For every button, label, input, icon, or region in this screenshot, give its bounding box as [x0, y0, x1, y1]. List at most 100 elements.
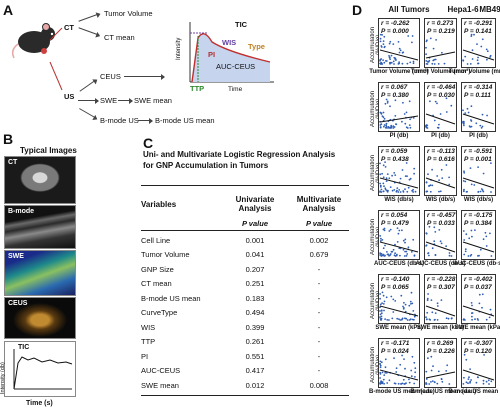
scatter-point: [395, 367, 398, 370]
r-value: r = -0.113: [427, 148, 455, 155]
scatter-point: [489, 232, 491, 235]
scatter-point: [470, 105, 473, 108]
curve-wis-label: WIS: [222, 38, 237, 47]
scatter-point: [485, 380, 488, 383]
scatter-point: [466, 190, 468, 193]
table-row: WIS 0.399-: [141, 322, 321, 332]
scatter-point: [389, 58, 391, 60]
scatter-point: [474, 229, 476, 231]
scatter-point: [410, 303, 412, 305]
scatter-point: [386, 100, 389, 103]
scatter-point: [401, 51, 404, 54]
scatter-point: [434, 58, 437, 61]
scatter-point: [379, 377, 381, 379]
scatter-point: [404, 122, 407, 125]
scatter-point: [425, 63, 428, 65]
scatter-point: [406, 175, 408, 178]
scatter-point: [383, 125, 385, 128]
scatter-point: [485, 48, 488, 51]
scatter-point: [465, 233, 468, 236]
scatter-point: [445, 164, 448, 166]
scatter-point: [489, 56, 491, 58]
x-axis-label: WIS (db/s): [425, 197, 456, 203]
scatter-point: [400, 294, 403, 297]
scatter-point: [413, 172, 415, 175]
panel-label-d: D: [352, 2, 363, 18]
scatter-point: [481, 38, 484, 41]
scatter-point: [395, 123, 398, 126]
scatter-point: [434, 231, 437, 233]
scatter-point: [448, 176, 450, 179]
scatter-plot: [424, 338, 457, 388]
scatter-point: [429, 319, 432, 321]
scatter-point: [469, 63, 472, 65]
scatter-point: [381, 302, 383, 304]
table-subheader-row: P value P value: [141, 217, 349, 230]
scatter-point: [382, 303, 385, 305]
scatter-point: [382, 111, 385, 114]
scatter-point: [482, 238, 485, 241]
scatter-point: [382, 247, 385, 250]
scatter-point: [470, 302, 473, 304]
mouse-illustration: [11, 23, 55, 59]
scatter-point: [379, 252, 382, 255]
scatter-point: [382, 164, 385, 167]
scatter-point: [436, 319, 439, 321]
scatter-point: [489, 308, 492, 311]
scatter-point: [413, 361, 416, 364]
scatter-point: [393, 172, 396, 174]
plot-frame: [461, 18, 496, 68]
scatter-point: [380, 255, 383, 257]
correlation-stats: r = -0.314 P = 0.111: [464, 84, 492, 99]
scatter-point: [428, 383, 431, 385]
regression-line: [462, 113, 495, 125]
scatter-point: [380, 45, 383, 47]
table-top-rule: [141, 185, 349, 186]
scatter-point: [384, 188, 387, 191]
scatter-point: [413, 254, 416, 257]
scatter-point: [446, 364, 449, 367]
curve-auc-label: AUC-CEUS: [216, 62, 256, 71]
scatter-point: [447, 317, 450, 320]
scatter-point: [379, 173, 382, 176]
scatter-point: [481, 125, 484, 128]
scatter-point: [388, 319, 390, 321]
scatter-point: [428, 59, 431, 62]
correlation-stats: r = 0.067 P = 0.380: [381, 84, 409, 99]
scatter-point: [473, 184, 476, 186]
scatter-point: [380, 309, 383, 312]
flow-ct-mean: CT mean: [104, 33, 135, 42]
scatter-point: [394, 300, 397, 302]
scatter-point: [439, 113, 442, 115]
scatter-point: [393, 254, 396, 257]
scatter-point: [431, 62, 434, 65]
scatter-point: [441, 51, 443, 54]
correlation-stats: r = -0.113 P = 0.616: [427, 148, 455, 163]
plot-frame: [424, 274, 457, 324]
scatter-point: [436, 302, 439, 305]
x-axis-label: WIS (db/s): [463, 197, 494, 203]
flow-ceus: CEUS: [100, 72, 121, 81]
scatter-point: [379, 40, 382, 43]
scatter-point: [386, 251, 388, 253]
arrow-us-ceus: [79, 79, 97, 92]
scatter-point: [409, 300, 412, 303]
plot-frame: [424, 210, 457, 260]
row-ylabel: Accumulation (%ID/g): [370, 26, 382, 64]
scatter-point: [429, 100, 431, 103]
scatter-point: [412, 188, 414, 191]
regression-line: [425, 241, 456, 253]
scatter-point: [385, 60, 387, 62]
scatter-point: [379, 310, 381, 312]
scatter-point: [430, 299, 433, 301]
correlation-stats: r = -0.291 P = 0.141: [464, 20, 492, 35]
panel-label-b: B: [3, 131, 14, 147]
scatter-point: [490, 380, 493, 383]
scatter-point: [448, 254, 451, 257]
scatter-point: [389, 127, 392, 129]
scatter-point: [379, 360, 382, 363]
scatter-point: [450, 104, 453, 107]
r-value: r = -0.228: [427, 276, 456, 283]
scatter-point: [487, 379, 490, 382]
scatter-point: [404, 317, 406, 320]
